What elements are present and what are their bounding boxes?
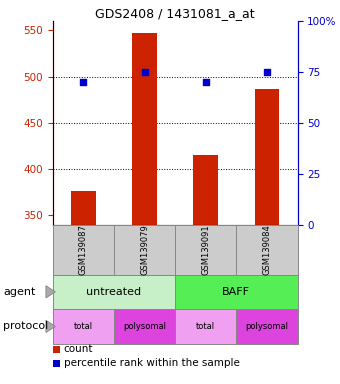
Bar [175,225,236,275]
Title: GDS2408 / 1431081_a_at: GDS2408 / 1431081_a_at [95,7,255,20]
Text: GSM139084: GSM139084 [262,224,271,275]
Text: percentile rank within the sample: percentile rank within the sample [64,358,239,368]
Point [142,69,147,75]
Text: GSM139079: GSM139079 [140,224,149,275]
Bar [71,191,96,225]
Point [203,79,208,85]
Text: total: total [196,322,215,331]
Point [81,79,86,85]
Text: polysomal: polysomal [245,322,288,331]
Text: agent: agent [3,287,36,297]
Bar [114,309,175,344]
Bar [114,225,175,275]
Bar [53,309,114,344]
Text: count: count [64,344,93,354]
Bar [53,275,175,309]
Text: total: total [74,322,93,331]
Bar [255,89,279,225]
Bar [175,275,298,309]
Bar [193,155,218,225]
Bar [132,33,157,225]
Bar [236,309,298,344]
Text: GSM139087: GSM139087 [79,224,88,275]
Bar [236,225,298,275]
Text: protocol: protocol [3,321,49,331]
Bar [53,225,114,275]
Text: BAFF: BAFF [222,287,250,297]
Bar [175,309,236,344]
Text: polysomal: polysomal [123,322,166,331]
Polygon shape [46,286,55,298]
Text: untreated: untreated [86,287,141,297]
Point [264,69,270,75]
Polygon shape [46,320,55,333]
Bar [53,346,60,353]
Text: GSM139091: GSM139091 [201,224,210,275]
Bar [53,360,60,367]
